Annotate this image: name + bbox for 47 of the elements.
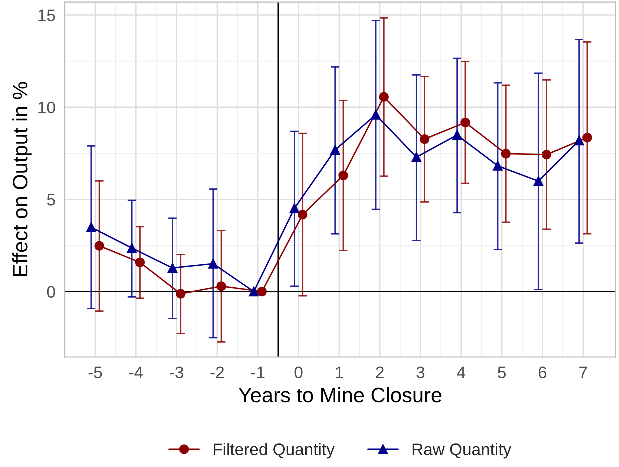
point	[452, 130, 462, 140]
x-tick-label: -4	[129, 366, 144, 378]
point	[257, 286, 268, 297]
point	[501, 149, 511, 159]
point	[216, 282, 226, 292]
x-tick-label: -5	[88, 366, 102, 379]
point	[135, 258, 146, 268]
point	[94, 241, 104, 251]
point	[168, 263, 178, 274]
x-tick-label: 4	[457, 366, 466, 378]
point	[249, 286, 259, 297]
x-tick-label: 2	[376, 366, 384, 378]
point	[412, 152, 422, 162]
point	[574, 136, 584, 146]
point	[338, 170, 348, 181]
x-tick-label: 3	[416, 366, 425, 379]
point	[420, 134, 430, 144]
y-tick-label: 5	[47, 194, 56, 206]
point	[330, 145, 340, 156]
y-tick-label: 0	[47, 286, 56, 298]
x-tick-label: 1	[336, 366, 344, 378]
point	[542, 150, 552, 160]
y-axis-title: Effect on Output in %	[12, 82, 32, 276]
point	[176, 289, 186, 299]
point	[371, 110, 381, 120]
point	[460, 118, 470, 128]
x-tick-label: -2	[210, 366, 224, 378]
point	[290, 204, 300, 214]
point	[86, 222, 96, 232]
point	[379, 92, 390, 102]
x-tick-label: 7	[580, 366, 588, 378]
x-tick-label: 0	[294, 366, 303, 379]
point	[298, 210, 308, 220]
point	[127, 243, 137, 254]
x-tick-label: 5	[498, 366, 506, 379]
x-tick-label: -3	[170, 366, 184, 379]
point	[493, 161, 503, 171]
legend-label: Raw Quantity	[412, 443, 512, 459]
point	[208, 259, 218, 269]
legend-label: Filtered Quantity	[214, 443, 335, 459]
point	[534, 176, 544, 186]
point	[582, 132, 592, 143]
x-axis-title: Years to Mine Closure	[238, 387, 442, 403]
x-tick-label: -1	[251, 366, 265, 378]
y-tick-label: 10	[38, 102, 56, 114]
x-tick-label: 6	[538, 366, 547, 379]
y-tick-label: 15	[38, 10, 56, 22]
